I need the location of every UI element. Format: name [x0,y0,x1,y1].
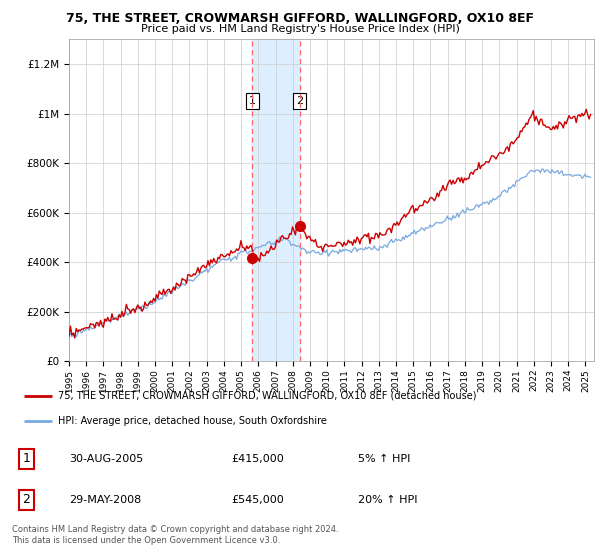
Text: 29-MAY-2008: 29-MAY-2008 [70,494,142,505]
Text: £545,000: £545,000 [231,494,284,505]
Text: 1: 1 [22,452,31,465]
Bar [253,39,300,361]
Text: 75, THE STREET, CROWMARSH GIFFORD, WALLINGFORD, OX10 8EF: 75, THE STREET, CROWMARSH GIFFORD, WALLI… [66,12,534,25]
Text: 5% ↑ HPI: 5% ↑ HPI [358,454,410,464]
Text: Contains HM Land Registry data © Crown copyright and database right 2024.
This d: Contains HM Land Registry data © Crown c… [12,525,338,545]
Text: Price paid vs. HM Land Registry's House Price Index (HPI): Price paid vs. HM Land Registry's House … [140,24,460,34]
Text: HPI: Average price, detached house, South Oxfordshire: HPI: Average price, detached house, Sout… [58,416,327,426]
Text: 75, THE STREET, CROWMARSH GIFFORD, WALLINGFORD, OX10 8EF (detached house): 75, THE STREET, CROWMARSH GIFFORD, WALLI… [58,391,476,401]
Text: 1: 1 [249,96,256,106]
Text: 20% ↑ HPI: 20% ↑ HPI [358,494,417,505]
Text: 30-AUG-2005: 30-AUG-2005 [70,454,144,464]
Text: 2: 2 [296,96,304,106]
Text: 2: 2 [22,493,31,506]
Text: £415,000: £415,000 [231,454,284,464]
